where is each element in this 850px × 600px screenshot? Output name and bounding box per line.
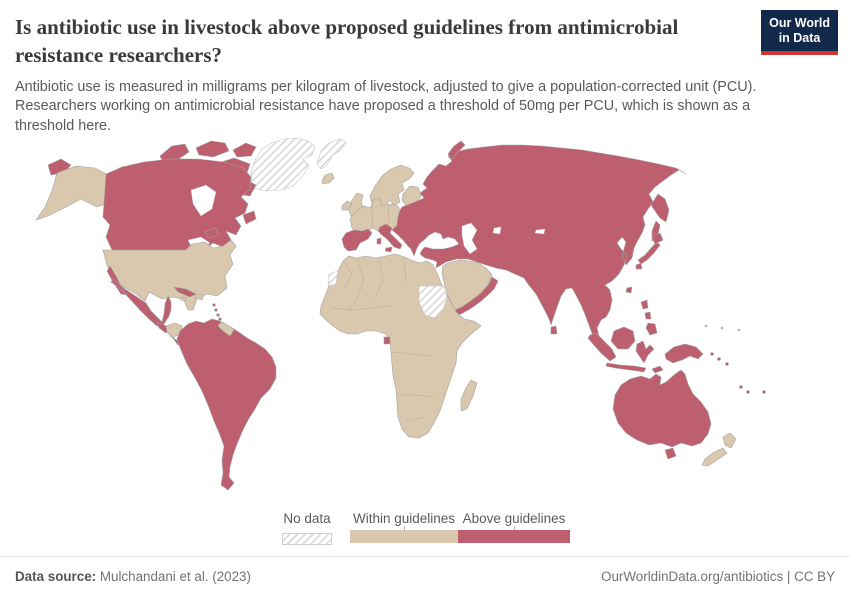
legend-above-label: Above guidelines bbox=[462, 510, 566, 526]
region-new-zealand[interactable] bbox=[701, 432, 737, 466]
region-kamchatka[interactable] bbox=[650, 193, 670, 222]
lake-balkhash bbox=[534, 228, 546, 234]
hudson-bay bbox=[190, 184, 217, 216]
legend-no-data[interactable]: No data bbox=[282, 511, 332, 545]
region-java[interactable] bbox=[605, 362, 647, 372]
legend-ticks bbox=[350, 525, 570, 530]
legend-above-swatch[interactable] bbox=[458, 529, 570, 543]
legend-no-data-label: No data bbox=[283, 510, 331, 526]
region-philippines[interactable] bbox=[640, 299, 658, 335]
map-legend: No data Within guidelines Above guidelin… bbox=[0, 509, 850, 551]
region-tasmania[interactable] bbox=[664, 447, 677, 459]
data-source-value: Mulchandani et al. (2023) bbox=[96, 569, 251, 584]
region-taiwan[interactable] bbox=[625, 286, 633, 293]
region-greenland[interactable] bbox=[250, 137, 316, 191]
region-iceland[interactable] bbox=[321, 172, 335, 184]
region-timor[interactable] bbox=[651, 365, 664, 373]
region-borneo[interactable] bbox=[610, 326, 636, 349]
region-iberia[interactable] bbox=[341, 228, 373, 251]
aral-sea bbox=[492, 226, 502, 234]
region-madagascar[interactable] bbox=[460, 379, 478, 411]
region-usa[interactable] bbox=[102, 239, 237, 310]
region-equatorial-guinea[interactable] bbox=[383, 336, 391, 344]
region-new-guinea[interactable] bbox=[664, 343, 704, 363]
owid-logo[interactable]: Our World in Data bbox=[761, 10, 838, 55]
region-eurasia[interactable] bbox=[391, 144, 687, 345]
region-australia[interactable] bbox=[612, 369, 712, 447]
region-hispaniola[interactable] bbox=[194, 293, 205, 300]
region-cuba[interactable] bbox=[173, 286, 197, 297]
region-pacific-islands[interactable] bbox=[710, 351, 766, 394]
region-western-sahara[interactable] bbox=[327, 270, 339, 286]
region-micronesia[interactable] bbox=[704, 324, 741, 331]
region-alaska[interactable] bbox=[35, 165, 107, 220]
country-borders-africa bbox=[331, 257, 435, 421]
owid-logo-line1: Our World bbox=[769, 16, 830, 30]
legend-no-data-swatch[interactable] bbox=[282, 532, 332, 545]
region-south-america[interactable] bbox=[176, 318, 277, 490]
region-italy[interactable] bbox=[376, 223, 403, 252]
region-sumatra[interactable] bbox=[587, 332, 617, 361]
region-yemen-oman[interactable] bbox=[454, 276, 499, 315]
world-map bbox=[0, 137, 850, 509]
owid-logo-line2: in Data bbox=[778, 30, 821, 45]
region-sulawesi[interactable] bbox=[635, 340, 655, 363]
region-canada-maritimes[interactable] bbox=[204, 210, 257, 238]
data-source-label: Data source: bbox=[15, 569, 97, 584]
region-novaya-zemlya[interactable] bbox=[447, 140, 466, 159]
region-sri-lanka[interactable] bbox=[550, 325, 558, 334]
country-borders-europe bbox=[371, 204, 390, 227]
chart-footer: Data source: Mulchandani et al. (2023) O… bbox=[0, 556, 850, 600]
legend-bar: Within guidelines Above guidelines bbox=[350, 511, 570, 543]
region-sudan[interactable] bbox=[418, 285, 448, 318]
caspian-sea bbox=[461, 222, 478, 254]
region-ireland[interactable] bbox=[341, 200, 353, 210]
page-title: Is antibiotic use in livestock above pro… bbox=[15, 15, 679, 67]
region-japan[interactable] bbox=[635, 232, 664, 269]
region-western-europe[interactable] bbox=[349, 197, 401, 233]
footer-link[interactable]: OurWorldinData.org/antibiotics | CC BY bbox=[601, 569, 835, 584]
region-lesser-antilles[interactable] bbox=[212, 302, 222, 321]
region-guyana-suriname[interactable] bbox=[217, 321, 235, 336]
data-source: Data source: Mulchandani et al. (2023) bbox=[15, 569, 251, 584]
legend-within-swatch[interactable] bbox=[350, 529, 458, 543]
region-mexico[interactable] bbox=[106, 265, 172, 326]
region-canada[interactable] bbox=[102, 158, 252, 250]
region-svalbard[interactable] bbox=[316, 138, 347, 169]
legend-within-label: Within guidelines bbox=[352, 510, 456, 526]
chart-subtitle: Antibiotic use is measured in milligrams… bbox=[15, 78, 757, 134]
chart-header: Is antibiotic use in livestock above pro… bbox=[0, 0, 850, 137]
country-borders-asia bbox=[429, 210, 605, 308]
region-jamaica[interactable] bbox=[180, 296, 188, 301]
